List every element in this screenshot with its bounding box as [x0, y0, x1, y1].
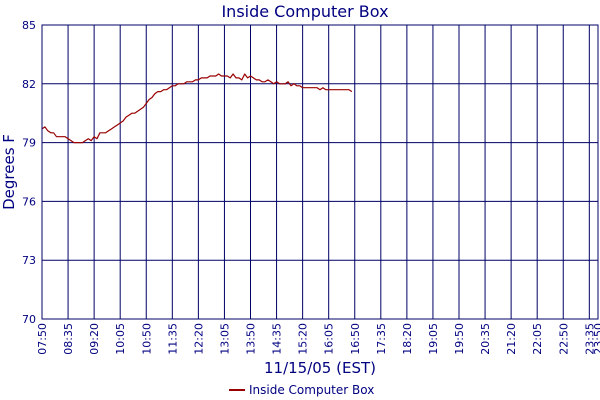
- x-axis-label: 11/15/05 (EST): [264, 359, 376, 377]
- x-tick-label: 20:35: [479, 323, 492, 355]
- plot-area-frame: [41, 24, 599, 320]
- y-tick-labels: 70 73 76 79 82 85: [22, 19, 36, 326]
- gridlines: [41, 24, 599, 320]
- x-tick-label: 18:20: [401, 323, 414, 355]
- legend-label: Inside Computer Box: [249, 383, 374, 397]
- x-tick-labels: 07:50 08:35 09:20 10:05 10:50 11:35 12:20 13:05…: [36, 323, 600, 355]
- series-line-inside-computer-box: [41, 73, 353, 144]
- x-tick-label: 19:05: [427, 323, 440, 355]
- x-tick-label: 17:35: [375, 323, 388, 355]
- x-tick-label: 15:20: [297, 323, 310, 355]
- x-tick-label: 14:35: [271, 323, 284, 355]
- x-tick-label: 22:50: [557, 323, 570, 355]
- series-layer: [41, 73, 353, 144]
- x-tick-label: 07:50: [36, 323, 49, 355]
- x-tick-label: 12:20: [192, 323, 205, 355]
- legend: Inside Computer Box: [229, 383, 374, 397]
- x-tick-label: 23:50: [592, 323, 600, 355]
- x-tick-label: 10:50: [140, 323, 153, 355]
- y-tick-label: 85: [22, 19, 36, 32]
- y-tick-label: 79: [22, 137, 36, 150]
- x-tick-label: 19:50: [453, 323, 466, 355]
- y-axis-label: Degrees F: [0, 134, 18, 210]
- y-tick-label: 73: [22, 254, 36, 267]
- x-tick-label: 13:50: [245, 323, 258, 355]
- y-tick-label: 82: [22, 78, 36, 91]
- y-tick-label: 70: [22, 313, 36, 326]
- x-tick-label: 23:35: [583, 323, 596, 355]
- chart-title: Inside Computer Box: [221, 2, 388, 21]
- x-tick-label: 13:05: [218, 323, 231, 355]
- x-tick-label: 22:05: [531, 323, 544, 355]
- x-tick-label: 16:05: [323, 323, 336, 355]
- x-tick-label: 21:20: [505, 323, 518, 355]
- x-tick-label: 16:50: [349, 323, 362, 355]
- x-tick-label: 10:05: [114, 323, 127, 355]
- y-tick-label: 76: [22, 195, 36, 208]
- x-tick-label: 09:20: [88, 323, 101, 355]
- x-tick-label: 08:35: [62, 323, 75, 355]
- x-tick-label: 11:35: [166, 323, 179, 355]
